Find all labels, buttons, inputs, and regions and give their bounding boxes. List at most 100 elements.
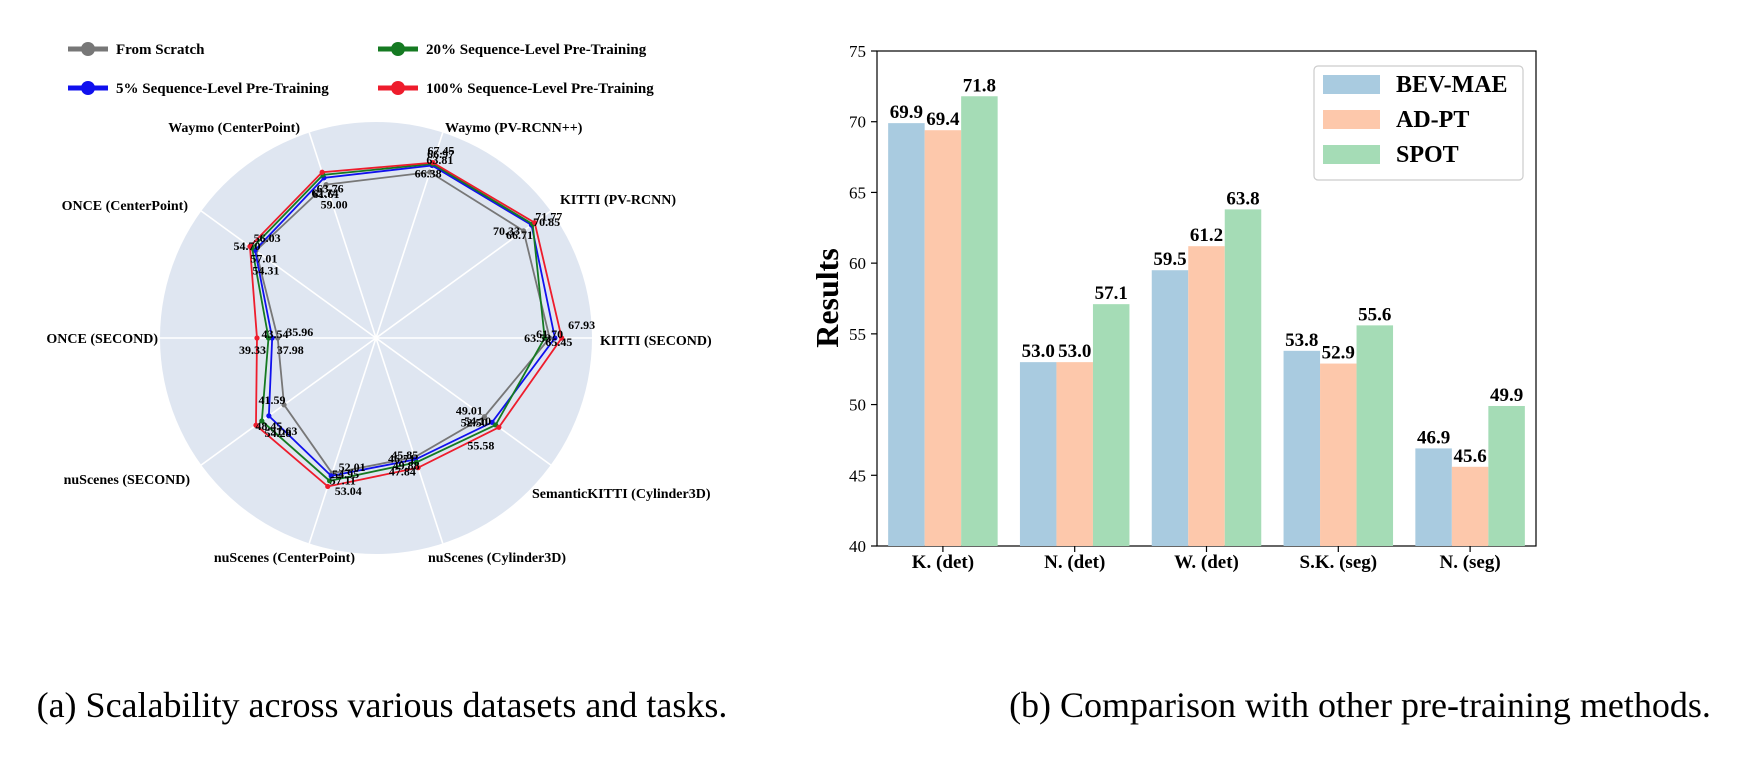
- radar-value-label: 71.77: [535, 210, 562, 224]
- x-tick-label: K. (det): [912, 552, 974, 573]
- caption-bar: (b) Comparison with other pre-training m…: [1009, 685, 1711, 725]
- radar-value-label: 49.01: [456, 404, 483, 418]
- legend-marker: [81, 81, 95, 95]
- radar-value-label: 67.93: [568, 318, 595, 332]
- x-tick-label: W. (det): [1174, 552, 1239, 573]
- radar-point: [265, 335, 272, 341]
- bar: [1092, 304, 1130, 546]
- bar-value-label: 45.6: [1453, 446, 1486, 467]
- radar-point: [552, 335, 558, 341]
- radar-point: [520, 228, 527, 234]
- legend-swatch: [1323, 145, 1380, 164]
- radar-value-label: 66.38: [415, 166, 442, 180]
- radar-value-label: 57.11: [330, 473, 356, 487]
- radar-value-label: 54.28: [264, 426, 291, 440]
- radar-value-label: 52.01: [339, 460, 366, 474]
- radar-value-label: 55.58: [467, 438, 494, 452]
- radar-point: [413, 459, 420, 465]
- radar-value-label: 70.85: [533, 215, 560, 229]
- radar-point: [259, 418, 265, 424]
- radar-value-label: 43.54: [261, 327, 288, 341]
- bar: [1224, 209, 1262, 546]
- radar-value-label: 61.61: [312, 187, 339, 201]
- bar: [1019, 362, 1057, 546]
- radar-value-label: 52.50: [461, 415, 488, 429]
- bar-chart: 40 45 50 55 60 65 70 75 Results K. (det) 69.9 69.47…: [809, 42, 1537, 573]
- caption-radar: (a) Scalability across various datasets …: [37, 685, 728, 725]
- bar: [1151, 270, 1189, 546]
- legend-marker: [81, 42, 95, 56]
- legend-swatch: [1323, 75, 1380, 94]
- radar-value-label: 63.76: [317, 181, 344, 195]
- bar-value-label: 69.9: [890, 102, 923, 123]
- radar-point: [481, 414, 487, 420]
- bar: [1488, 405, 1525, 546]
- bar: [1320, 363, 1357, 546]
- radar-value-label: 56.03: [254, 231, 281, 245]
- radar-point: [319, 169, 325, 175]
- radar-axis-label: ONCE (SECOND): [46, 332, 158, 347]
- radar-point: [496, 424, 502, 430]
- y-tick-label: 65: [849, 183, 866, 202]
- radar-axis-label: KITTI (PV-RCNN): [560, 193, 676, 208]
- bar-value-label: 53.0: [1022, 341, 1055, 362]
- radar-chart: KITTI (SECOND) KITTI (PV-RCNN) Waymo (PV-R…: [46, 42, 712, 566]
- y-tick-label: 75: [849, 42, 866, 61]
- bar: [1056, 362, 1093, 546]
- bar: [961, 96, 998, 546]
- radar-value-label: 53.04: [335, 484, 362, 498]
- radar-value-label: 41.59: [259, 393, 286, 407]
- radar-point: [247, 243, 253, 250]
- bar: [1188, 246, 1225, 546]
- bar-value-label: 49.9: [1490, 385, 1523, 406]
- radar-value-label: 61.70: [536, 327, 563, 341]
- y-tick-label: 60: [849, 254, 866, 273]
- radar-point: [415, 465, 421, 471]
- radar-point: [547, 335, 553, 341]
- bar-value-label: 52.9: [1322, 343, 1355, 364]
- radar-value-label: 54.95: [332, 467, 359, 481]
- bar: [924, 130, 962, 546]
- y-tick-label: 45: [849, 466, 866, 485]
- radar-point: [266, 413, 272, 419]
- radar-value-label: 54.70: [234, 239, 261, 253]
- radar-value-label: 70.33: [493, 224, 520, 238]
- radar-value-label: 57.01: [250, 251, 277, 265]
- bar: [1415, 448, 1452, 546]
- legend-marker: [391, 81, 405, 95]
- radar-value-label: 46.71: [388, 451, 415, 465]
- radar-point: [323, 182, 329, 188]
- bar-value-label: 71.8: [963, 75, 996, 96]
- radar-axis-label: nuScenes (CenterPoint): [214, 551, 355, 566]
- legend-label: SPOT: [1396, 142, 1459, 168]
- x-tick-label: N. (seg): [1439, 552, 1500, 573]
- radar-value-label: 45.85: [391, 448, 418, 462]
- bar-value-label: 53.0: [1058, 341, 1091, 362]
- y-axis-label: Results: [809, 248, 845, 348]
- legend-label: 100% Sequence-Level Pre-Training: [426, 81, 654, 97]
- radar-point: [253, 422, 259, 428]
- bar-value-label: 57.1: [1095, 283, 1128, 304]
- radar-axis-label: KITTI (SECOND): [600, 334, 712, 349]
- radar-value-label: 63.53: [524, 331, 551, 345]
- radar-value-label: 65.45: [545, 335, 572, 349]
- bar: [888, 123, 925, 546]
- radar-spoke: [200, 337, 377, 466]
- y-tick-label: 70: [849, 113, 866, 132]
- bar-value-label: 46.9: [1417, 427, 1450, 448]
- bar-value-label: 53.8: [1285, 330, 1318, 351]
- radar-axis-label: Waymo (PV-RCNN++): [445, 121, 583, 136]
- radar-value-label: 59.00: [321, 198, 348, 212]
- bar-value-label: 63.8: [1226, 188, 1259, 209]
- radar-value-label: 62.74: [312, 186, 339, 200]
- y-tick-label: 55: [849, 325, 866, 344]
- bar: [1283, 350, 1321, 546]
- radar-point: [275, 335, 281, 341]
- radar-point: [542, 335, 548, 341]
- radar-point: [326, 478, 333, 484]
- bar: [1451, 466, 1489, 546]
- radar-value-label: 37.98: [277, 343, 304, 357]
- legend-label: From Scratch: [116, 42, 205, 58]
- radar-value-label: 54.10: [464, 414, 491, 428]
